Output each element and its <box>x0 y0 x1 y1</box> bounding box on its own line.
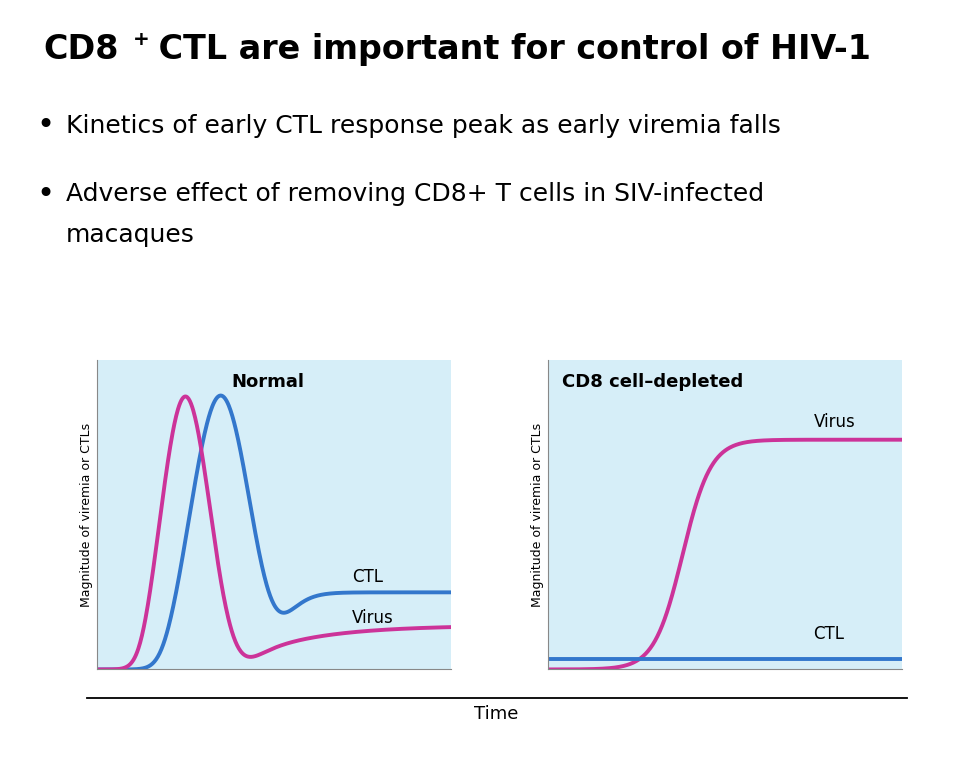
Text: Virus: Virus <box>813 413 855 431</box>
Text: macaques: macaques <box>66 223 195 247</box>
Text: Virus: Virus <box>352 609 393 627</box>
Text: Time: Time <box>474 705 518 723</box>
Text: CTL are important for control of HIV-1: CTL are important for control of HIV-1 <box>147 33 870 66</box>
Y-axis label: Magnitude of viremia or CTLs: Magnitude of viremia or CTLs <box>79 423 93 607</box>
Y-axis label: Magnitude of viremia or CTLs: Magnitude of viremia or CTLs <box>530 423 544 607</box>
Text: Adverse effect of removing CD8+ T cells in SIV-infected: Adverse effect of removing CD8+ T cells … <box>66 182 764 207</box>
Text: CTL: CTL <box>813 625 844 643</box>
Text: +: + <box>133 30 149 49</box>
Text: CD8: CD8 <box>44 33 119 66</box>
Text: CTL: CTL <box>352 568 383 586</box>
Text: Kinetics of early CTL response peak as early viremia falls: Kinetics of early CTL response peak as e… <box>66 114 780 138</box>
Text: CD8 cell–depleted: CD8 cell–depleted <box>562 373 742 391</box>
Text: •: • <box>37 111 55 140</box>
Text: Normal: Normal <box>232 373 304 391</box>
Text: •: • <box>37 180 55 209</box>
